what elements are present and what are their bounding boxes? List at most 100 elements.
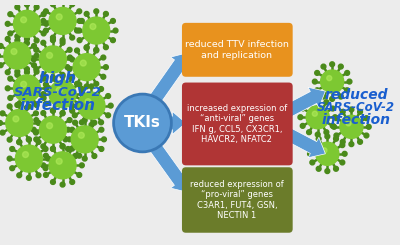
Circle shape — [338, 94, 343, 99]
Circle shape — [41, 144, 46, 149]
Circle shape — [77, 82, 82, 87]
Circle shape — [347, 79, 352, 84]
Circle shape — [334, 133, 339, 138]
Circle shape — [44, 82, 48, 87]
Circle shape — [99, 86, 104, 91]
Circle shape — [334, 166, 338, 171]
Circle shape — [99, 127, 104, 132]
Circle shape — [43, 166, 48, 171]
Circle shape — [340, 110, 345, 114]
Text: reduced: reduced — [324, 88, 388, 102]
Text: increased expression of
“anti-viral” genes
IFN g, CCL5, CX3CR1,
HAVCR2, NFATC2: increased expression of “anti-viral” gen… — [187, 104, 287, 144]
Circle shape — [84, 45, 89, 50]
Circle shape — [70, 35, 75, 40]
Circle shape — [67, 118, 72, 122]
Circle shape — [32, 44, 36, 48]
Circle shape — [89, 122, 94, 127]
Circle shape — [41, 40, 46, 45]
Circle shape — [17, 173, 22, 178]
Circle shape — [0, 130, 5, 135]
Circle shape — [10, 166, 15, 171]
Circle shape — [114, 94, 171, 152]
Circle shape — [50, 75, 55, 80]
Circle shape — [321, 64, 326, 69]
Circle shape — [36, 121, 41, 125]
Circle shape — [44, 86, 49, 91]
Circle shape — [0, 111, 5, 116]
Circle shape — [26, 137, 31, 142]
Circle shape — [67, 137, 72, 142]
Circle shape — [315, 132, 320, 137]
Circle shape — [41, 163, 46, 168]
Circle shape — [83, 17, 110, 44]
Circle shape — [72, 94, 77, 98]
Circle shape — [321, 94, 326, 99]
Circle shape — [15, 38, 20, 43]
Circle shape — [82, 118, 87, 122]
Circle shape — [334, 116, 339, 121]
Circle shape — [300, 106, 305, 111]
Circle shape — [44, 9, 48, 14]
Circle shape — [49, 7, 76, 34]
Circle shape — [77, 153, 82, 158]
Circle shape — [67, 47, 72, 52]
Circle shape — [66, 147, 70, 151]
Circle shape — [70, 103, 75, 108]
Circle shape — [34, 69, 39, 74]
Circle shape — [44, 153, 48, 158]
Circle shape — [75, 81, 80, 86]
Circle shape — [322, 148, 327, 153]
Circle shape — [24, 67, 29, 72]
Circle shape — [75, 48, 80, 53]
Circle shape — [84, 12, 89, 16]
Circle shape — [17, 139, 22, 144]
Circle shape — [308, 151, 312, 156]
Circle shape — [15, 73, 20, 77]
Text: SARS-CoV-2: SARS-CoV-2 — [14, 86, 102, 99]
Circle shape — [60, 73, 65, 77]
Circle shape — [70, 75, 75, 80]
Circle shape — [56, 87, 62, 93]
Circle shape — [101, 55, 106, 60]
Circle shape — [41, 92, 46, 97]
Circle shape — [50, 147, 55, 151]
Circle shape — [312, 111, 317, 116]
Circle shape — [94, 81, 99, 86]
Circle shape — [102, 137, 106, 142]
Circle shape — [80, 92, 84, 97]
Circle shape — [60, 144, 65, 149]
Circle shape — [60, 38, 65, 43]
Circle shape — [340, 143, 345, 147]
Circle shape — [99, 147, 104, 151]
Circle shape — [358, 110, 362, 114]
Circle shape — [32, 63, 36, 68]
Circle shape — [36, 139, 41, 144]
Circle shape — [307, 100, 312, 105]
Circle shape — [21, 81, 26, 87]
Circle shape — [41, 74, 46, 78]
Circle shape — [298, 115, 303, 120]
Circle shape — [60, 111, 65, 115]
Circle shape — [73, 120, 78, 125]
Circle shape — [75, 28, 80, 33]
Circle shape — [15, 69, 20, 74]
Circle shape — [60, 182, 65, 187]
Circle shape — [7, 156, 12, 161]
Circle shape — [34, 47, 39, 52]
Circle shape — [21, 17, 26, 23]
Circle shape — [106, 113, 110, 118]
Circle shape — [17, 101, 22, 106]
Circle shape — [34, 111, 38, 116]
Circle shape — [44, 172, 48, 177]
Circle shape — [50, 38, 55, 43]
Circle shape — [60, 74, 65, 78]
Circle shape — [50, 2, 55, 7]
Circle shape — [34, 38, 39, 43]
Circle shape — [316, 136, 321, 141]
Circle shape — [358, 139, 362, 144]
Circle shape — [13, 116, 19, 122]
Circle shape — [92, 120, 97, 125]
Circle shape — [77, 101, 82, 106]
Text: infection: infection — [20, 98, 96, 113]
Circle shape — [110, 19, 115, 23]
